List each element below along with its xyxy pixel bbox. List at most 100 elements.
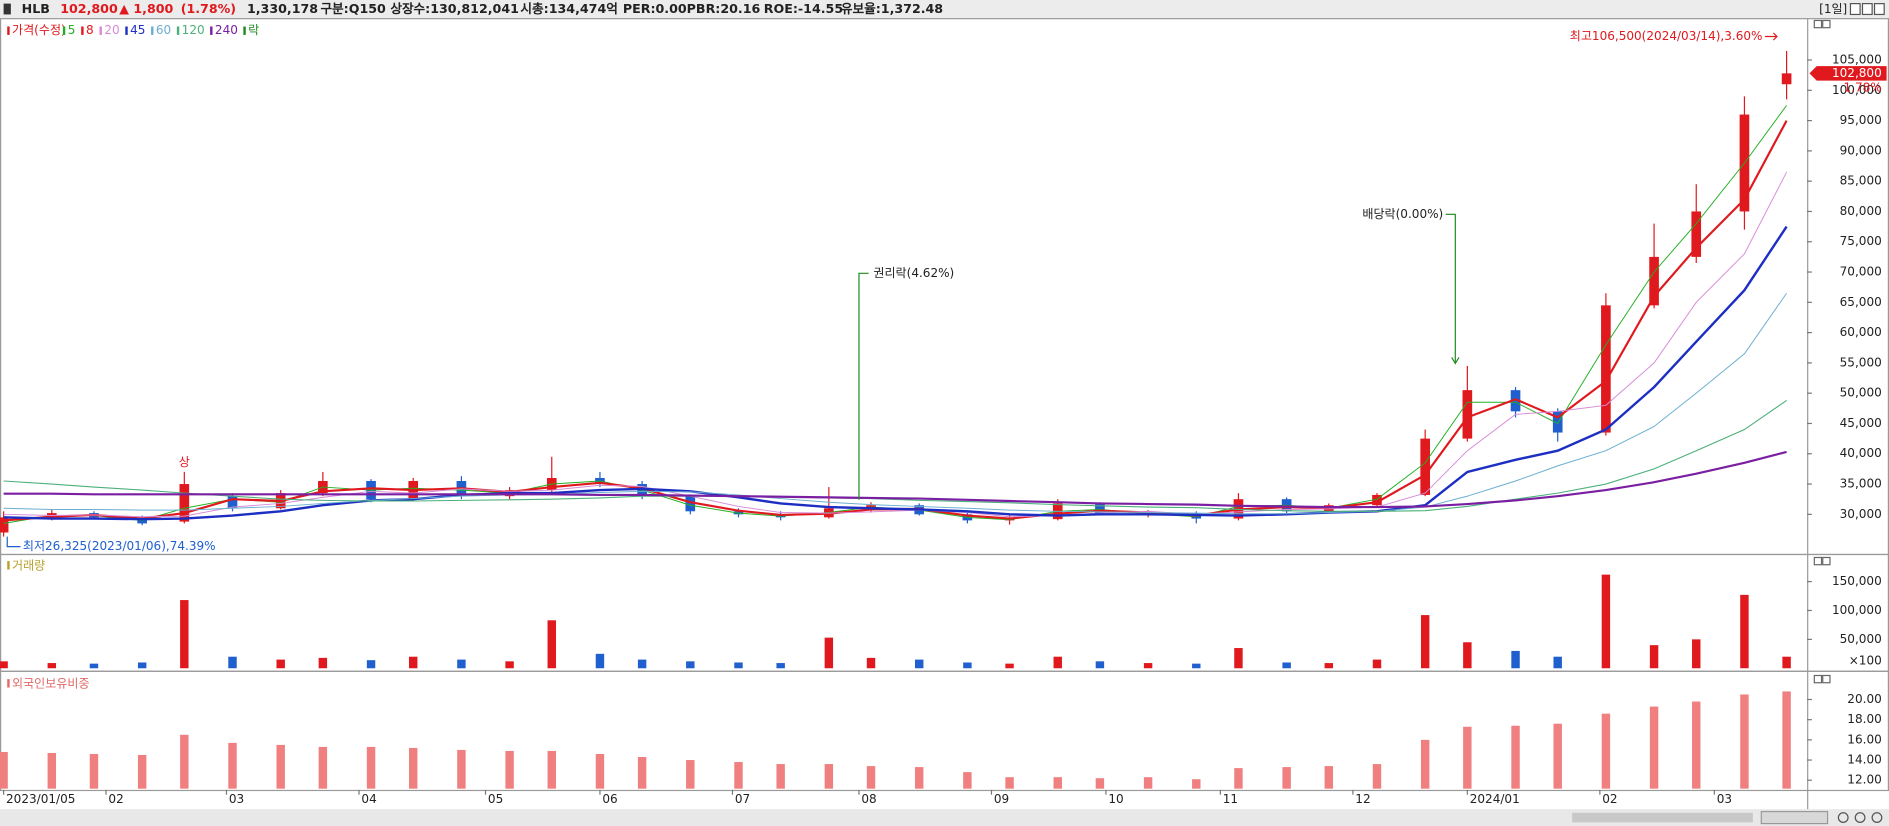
zoom-out[interactable] — [1837, 812, 1849, 823]
zoom-in[interactable] — [1854, 812, 1866, 823]
panel-button — [1822, 556, 1831, 566]
change-pct: (1.78%) — [181, 1, 236, 16]
candle-body — [1691, 211, 1702, 257]
candle-body — [1420, 438, 1431, 495]
bar — [914, 767, 924, 789]
close-button[interactable] — [1873, 3, 1885, 16]
bar — [1601, 574, 1611, 669]
bar — [776, 663, 785, 669]
candle-body — [1781, 73, 1792, 85]
zoom-slider[interactable] — [1760, 810, 1829, 825]
x-tick-label: 10 — [1108, 792, 1123, 806]
unit-label: ×100 — [1849, 654, 1882, 668]
x-tick-label: 09 — [994, 792, 1009, 806]
bar — [866, 657, 876, 669]
legend-label: 락 — [248, 23, 259, 37]
high-arrow — [1764, 32, 1778, 41]
candle-body — [685, 496, 696, 512]
ma-line — [3, 120, 1788, 522]
legend-label: 가격(수정) — [12, 23, 66, 37]
bar — [1192, 663, 1201, 669]
per: PER:0.00 — [623, 1, 687, 16]
event-line — [858, 272, 869, 500]
bar — [1463, 726, 1472, 789]
bar — [776, 764, 785, 789]
legend-swatch — [7, 26, 10, 35]
bar — [409, 656, 418, 669]
panel-button — [1813, 19, 1823, 29]
bar — [1511, 725, 1520, 789]
bar — [1782, 656, 1791, 669]
bar — [1143, 663, 1153, 669]
bar — [686, 661, 695, 669]
bar — [0, 661, 8, 669]
bar — [457, 749, 466, 789]
bar — [1143, 777, 1153, 789]
low-label: 최저26,325(2023/01/06),74.39% — [23, 539, 216, 553]
y-tick-label: 18.00 — [1847, 712, 1881, 726]
panel-marker — [7, 679, 10, 688]
ma-line — [3, 292, 1787, 515]
bar — [1095, 661, 1105, 669]
legend-label: 8 — [86, 23, 94, 37]
bar — [137, 754, 147, 789]
y-tick-label: 20.00 — [1847, 692, 1881, 706]
scroll-thumb[interactable] — [1572, 812, 1753, 823]
candle-body — [179, 484, 190, 522]
x-tick-label: 06 — [602, 792, 617, 806]
bar — [1649, 645, 1659, 669]
scrollbar[interactable] — [0, 809, 1889, 826]
bar — [1053, 656, 1062, 669]
market: 구분:Q150 — [320, 1, 386, 16]
bar — [1372, 764, 1382, 789]
symbol: HLB — [22, 1, 50, 16]
panel-button — [1822, 674, 1831, 684]
y-tick-label: 50,000 — [1840, 386, 1882, 400]
maximize-button[interactable] — [1861, 3, 1873, 16]
y-tick-label: 35,000 — [1840, 477, 1882, 491]
y-tick-label: 105,000 — [1832, 53, 1882, 67]
bar — [89, 753, 99, 789]
bar — [595, 753, 605, 789]
legend-swatch — [81, 26, 84, 35]
y-tick-label: 95,000 — [1840, 113, 1882, 127]
change: ▲ 1,800 — [119, 1, 173, 16]
event-line — [1445, 213, 1456, 364]
event-label: 배당락(0.00%) — [1362, 207, 1443, 221]
panel-button — [1813, 556, 1823, 566]
bar — [276, 659, 285, 669]
candle-body — [1462, 390, 1473, 439]
bar — [1463, 642, 1472, 669]
legend-swatch — [125, 26, 128, 35]
y-tick-label: 60,000 — [1840, 325, 1882, 339]
high-label: 최고106,500(2024/03/14),3.60% — [1570, 29, 1763, 43]
x-tick-label: 04 — [361, 792, 376, 806]
zoom-reset[interactable] — [1871, 812, 1883, 823]
y-tick-label: 55,000 — [1840, 355, 1882, 369]
bar — [963, 662, 972, 669]
candle-body — [1510, 390, 1521, 412]
bar — [47, 752, 57, 789]
bar — [409, 747, 418, 789]
y-tick-label: 150,000 — [1832, 574, 1882, 588]
last-change-label: 1.78% — [1844, 80, 1882, 94]
candle-body — [1601, 305, 1611, 433]
y-tick-label: 75,000 — [1840, 234, 1882, 248]
minimize-button[interactable] — [1849, 3, 1861, 16]
bar — [318, 657, 328, 669]
bar — [1192, 779, 1201, 789]
legend-swatch — [99, 26, 102, 35]
x-tick-label: 02 — [108, 792, 123, 806]
period-button[interactable]: [1일] — [1819, 2, 1847, 16]
bar — [89, 663, 99, 669]
panel-button — [1813, 674, 1823, 684]
legend-swatch — [243, 26, 246, 35]
bar — [963, 772, 972, 789]
x-tick-label: 03 — [229, 792, 244, 806]
bar — [637, 659, 647, 669]
legend-label: 60 — [156, 23, 171, 37]
bar — [276, 744, 285, 789]
bar — [1553, 656, 1562, 669]
x-tick-label: 2024/01 — [1470, 792, 1520, 806]
y-tick-label: 65,000 — [1840, 295, 1882, 309]
